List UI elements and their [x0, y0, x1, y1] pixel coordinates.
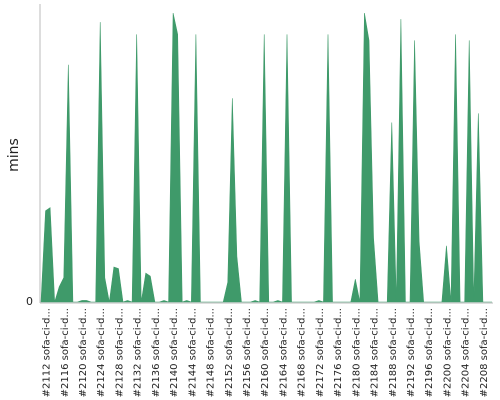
x-tick-label: #2196 sofa-ci-d... — [424, 308, 435, 397]
x-tick-label: #2192 sofa-ci-d... — [406, 308, 417, 397]
x-tick-label: #2148 sofa-ci-d... — [206, 308, 217, 397]
y-axis-label: mins — [6, 138, 22, 172]
x-tick-label: #2208 sofa-ci-d... — [479, 308, 490, 397]
x-tick-label: #2120 sofa-ci-d... — [78, 308, 89, 397]
x-tick-label: #2156 sofa-ci-d... — [242, 308, 253, 397]
x-tick-label: #2132 sofa-ci-d... — [133, 308, 144, 397]
x-tick-label: #2164 sofa-ci-d... — [278, 308, 289, 397]
x-tick-label: #2116 sofa-ci-d... — [60, 308, 71, 397]
x-tick-label: #2160 sofa-ci-d... — [260, 308, 271, 397]
x-tick-label: #2152 sofa-ci-d... — [224, 308, 235, 397]
x-tick-label: #2204 sofa-ci-d... — [461, 308, 472, 397]
area-series — [40, 12, 492, 303]
x-tick-label: #2188 sofa-ci-d... — [388, 308, 399, 397]
x-tick-label: #2168 sofa-ci-d... — [297, 308, 308, 397]
x-tick-label: #2184 sofa-ci-d... — [370, 308, 381, 397]
x-tick-label: #2136 sofa-ci-d... — [151, 308, 162, 397]
x-tick-label: #2140 sofa-ci-d... — [169, 308, 180, 397]
x-tick-labels: #2112 sofa-ci-d... #2116 sofa-ci-d... #212… — [42, 308, 490, 397]
y-tick-label-0: 0 — [26, 295, 33, 308]
x-tick-label: #2200 sofa-ci-d... — [442, 308, 453, 397]
x-tick-label: #2172 sofa-ci-d... — [315, 308, 326, 397]
x-tick-label: #2128 sofa-ci-d... — [114, 308, 125, 397]
area-series-path — [40, 12, 492, 303]
x-tick-label: #2180 sofa-ci-d... — [351, 308, 362, 397]
x-tick-label: #2112 sofa-ci-d... — [42, 308, 53, 397]
x-tick-label: #2176 sofa-ci-d... — [333, 308, 344, 397]
x-tick-label: #2124 sofa-ci-d... — [96, 308, 107, 397]
x-tick-label: #2144 sofa-ci-d... — [187, 308, 198, 397]
